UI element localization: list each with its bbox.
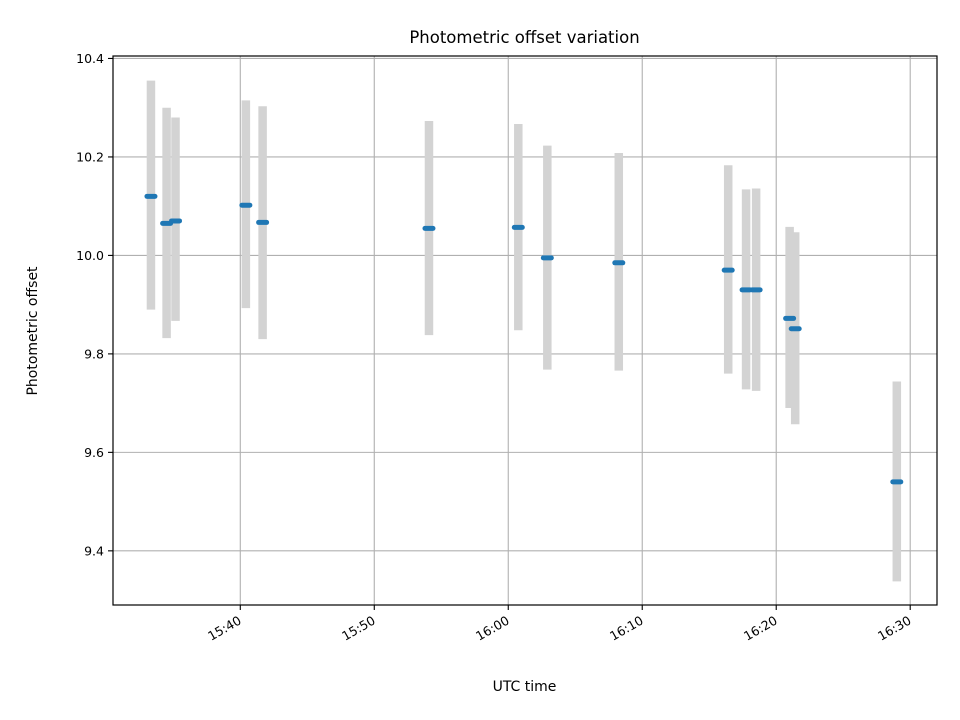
x-axis-title: UTC time [493, 679, 557, 695]
y-tick-label: 10.0 [76, 248, 104, 263]
y-tick-label: 10.2 [76, 149, 104, 164]
y-tick-label: 9.6 [84, 445, 104, 460]
y-axis-title: Photometric offset [25, 266, 41, 396]
grid [113, 56, 937, 605]
y-tick-label: 9.4 [84, 543, 104, 558]
y-tick-label: 10.4 [76, 51, 104, 66]
data-markers [144, 193, 904, 485]
plot-frame [112, 55, 938, 606]
chart-title: Photometric offset variation [409, 28, 639, 47]
y-tick-label: 9.8 [84, 346, 104, 361]
